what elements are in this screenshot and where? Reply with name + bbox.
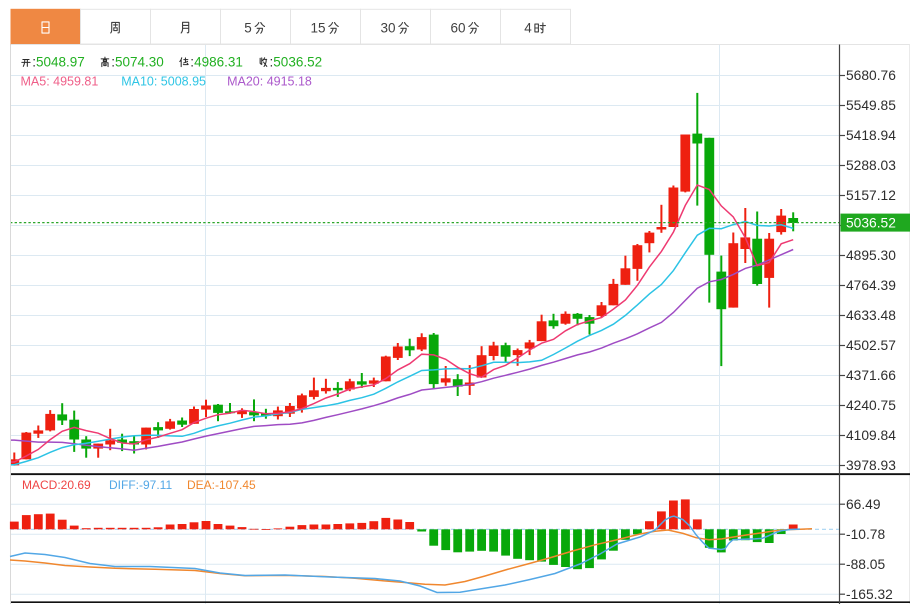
- svg-text:5680.76: 5680.76: [846, 68, 896, 83]
- svg-text:5074.30: 5074.30: [115, 55, 164, 70]
- svg-text:15: 15: [311, 20, 326, 35]
- svg-text:MA10: 5008.95: MA10: 5008.95: [121, 75, 206, 89]
- svg-text:5036.52: 5036.52: [846, 216, 896, 231]
- svg-text:MACD:20.69: MACD:20.69: [22, 478, 91, 492]
- svg-text:4633.48: 4633.48: [846, 308, 896, 323]
- svg-text:-10.78: -10.78: [846, 527, 885, 542]
- svg-text::: :: [32, 55, 36, 70]
- svg-text:30: 30: [381, 20, 396, 35]
- svg-text:DIFF:-97.11: DIFF:-97.11: [109, 478, 172, 492]
- svg-text:5036.52: 5036.52: [273, 55, 322, 70]
- svg-text:4986.31: 4986.31: [194, 55, 243, 70]
- svg-text:4: 4: [524, 20, 532, 35]
- svg-text:-88.05: -88.05: [846, 557, 885, 572]
- svg-text:4109.84: 4109.84: [846, 428, 896, 443]
- svg-text:5288.03: 5288.03: [846, 158, 896, 173]
- svg-text:60: 60: [451, 20, 466, 35]
- svg-text:4240.75: 4240.75: [846, 398, 896, 413]
- svg-text:5048.97: 5048.97: [36, 55, 85, 70]
- svg-text:66.49: 66.49: [846, 497, 881, 512]
- svg-text:4764.39: 4764.39: [846, 278, 896, 293]
- svg-text:-165.32: -165.32: [846, 587, 893, 602]
- svg-text:3978.93: 3978.93: [846, 458, 896, 473]
- svg-text:5418.94: 5418.94: [846, 128, 896, 143]
- svg-text:4371.66: 4371.66: [846, 368, 896, 383]
- svg-text::: :: [111, 55, 115, 70]
- svg-text:5157.12: 5157.12: [846, 188, 896, 203]
- svg-text:4502.57: 4502.57: [846, 338, 896, 353]
- svg-text:MA20: 4915.18: MA20: 4915.18: [227, 75, 312, 89]
- svg-text::: :: [190, 55, 194, 70]
- svg-text::: :: [270, 55, 274, 70]
- svg-text:4895.30: 4895.30: [846, 248, 896, 263]
- svg-text:DEA:-107.45: DEA:-107.45: [187, 478, 256, 492]
- svg-text:MA5: 4959.81: MA5: 4959.81: [21, 75, 99, 89]
- svg-text:5549.85: 5549.85: [846, 98, 896, 113]
- svg-text:5: 5: [244, 20, 252, 35]
